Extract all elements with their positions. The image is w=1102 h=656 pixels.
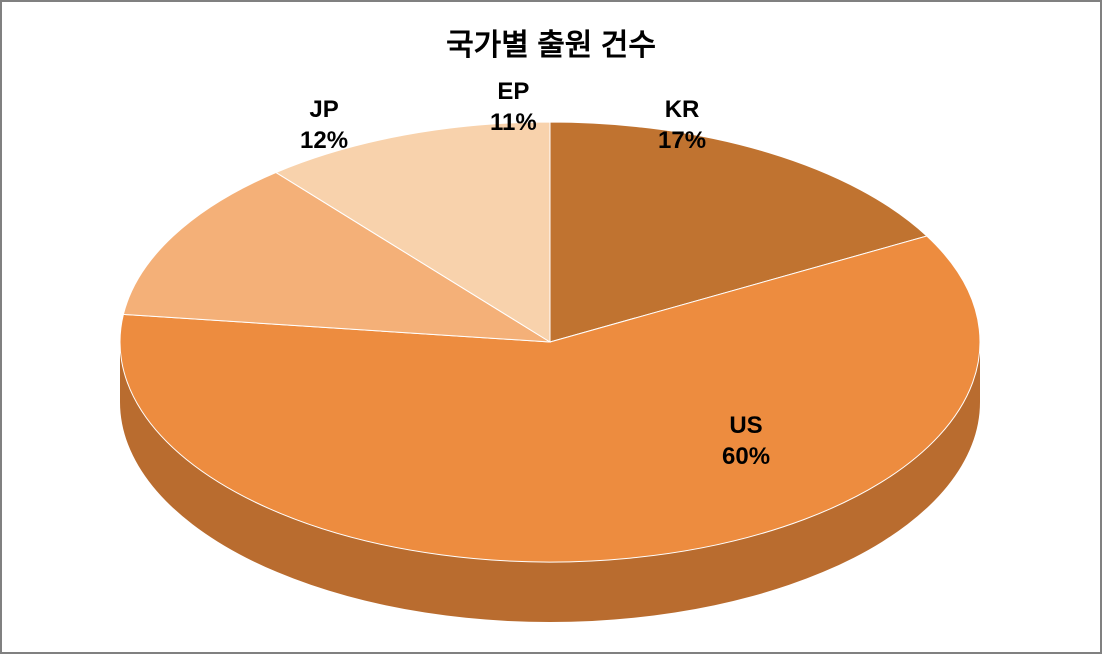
slice-label-us-pct: 60% (722, 441, 770, 472)
slice-label-jp: JP 12% (300, 94, 348, 156)
slice-label-kr-name: KR (658, 94, 706, 125)
slice-label-jp-pct: 12% (300, 125, 348, 156)
slice-label-kr-pct: 17% (658, 125, 706, 156)
slice-label-us: US 60% (722, 410, 770, 472)
slice-label-kr: KR 17% (658, 94, 706, 156)
slice-label-ep-pct: 11% (490, 107, 537, 138)
pie-chart-container: 국가별 출원 건수 KR 17% US 60% JP 12% EP 11% (0, 0, 1102, 654)
slice-label-ep: EP 11% (490, 76, 537, 138)
pie-chart-svg (2, 2, 1102, 656)
slice-label-jp-name: JP (300, 94, 348, 125)
slice-label-ep-name: EP (490, 76, 537, 107)
slice-label-us-name: US (722, 410, 770, 441)
